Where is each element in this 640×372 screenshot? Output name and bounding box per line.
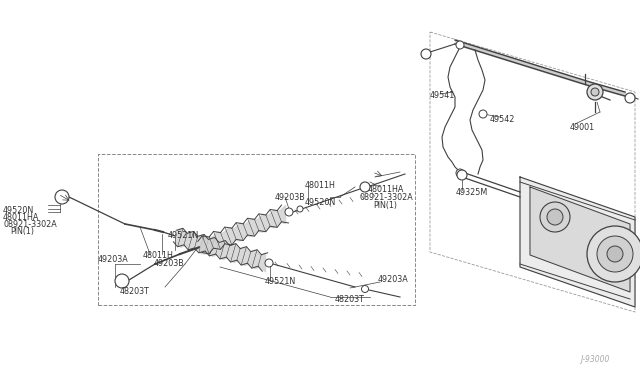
Text: 08921-3302A: 08921-3302A	[3, 219, 57, 228]
Polygon shape	[530, 187, 630, 292]
Text: 49521N: 49521N	[168, 231, 199, 240]
Text: 49541: 49541	[430, 90, 455, 99]
Text: 48011H: 48011H	[143, 251, 174, 260]
Circle shape	[587, 84, 603, 100]
Circle shape	[362, 285, 369, 292]
Text: 49203B: 49203B	[154, 259, 185, 267]
Circle shape	[297, 206, 303, 212]
Circle shape	[457, 170, 467, 180]
Circle shape	[625, 93, 635, 103]
Polygon shape	[520, 177, 635, 307]
Text: PIN(1): PIN(1)	[373, 201, 397, 209]
Text: 49542: 49542	[490, 115, 515, 124]
Circle shape	[421, 49, 431, 59]
Text: 48011H: 48011H	[305, 180, 336, 189]
Text: 49203A: 49203A	[98, 256, 129, 264]
Text: 48203T: 48203T	[335, 295, 365, 305]
Text: 49001: 49001	[570, 122, 595, 131]
Text: 49203A: 49203A	[378, 276, 409, 285]
Circle shape	[285, 208, 293, 216]
Circle shape	[456, 41, 464, 49]
Circle shape	[587, 226, 640, 282]
Circle shape	[591, 88, 599, 96]
Circle shape	[547, 209, 563, 225]
Circle shape	[479, 110, 487, 118]
Text: 08921-3302A: 08921-3302A	[360, 192, 413, 202]
Circle shape	[597, 236, 633, 272]
Text: 49520N: 49520N	[305, 198, 336, 206]
Text: 48203T: 48203T	[120, 288, 150, 296]
Text: 48011HA: 48011HA	[3, 212, 40, 221]
Circle shape	[607, 246, 623, 262]
Text: J-93000: J-93000	[580, 356, 609, 365]
Text: 49325M: 49325M	[456, 187, 488, 196]
Circle shape	[55, 190, 69, 204]
Circle shape	[115, 274, 129, 288]
Text: PIN(1): PIN(1)	[10, 227, 34, 235]
Circle shape	[360, 182, 370, 192]
Circle shape	[540, 202, 570, 232]
Text: 49520N: 49520N	[3, 205, 35, 215]
Circle shape	[265, 259, 273, 267]
Text: 49521N: 49521N	[265, 278, 296, 286]
Circle shape	[456, 169, 464, 177]
Text: 49203B: 49203B	[275, 192, 306, 202]
Text: 48011HA: 48011HA	[368, 185, 404, 193]
